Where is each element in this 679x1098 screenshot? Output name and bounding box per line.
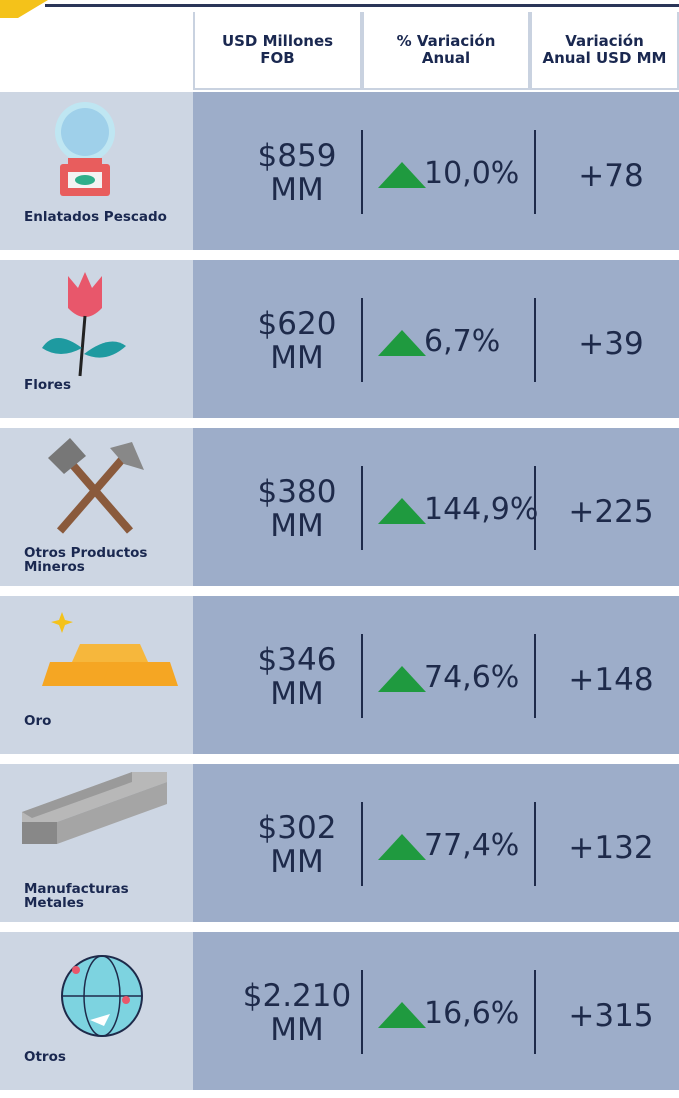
row-label: Enlatados Pescado (24, 209, 167, 225)
row-label: Otros Productos Mineros (24, 545, 148, 575)
value: $859 (257, 138, 337, 174)
variation: 74,6% (424, 660, 520, 695)
row-data-cell (193, 428, 679, 586)
row-icon (40, 436, 150, 540)
variation: 144,9% (424, 492, 539, 527)
change: +315 (568, 998, 654, 1034)
value: $2.210 (242, 978, 352, 1014)
variation: 16,6% (424, 996, 520, 1031)
row-label: Manufacturas Metales (24, 881, 129, 911)
value: $302 (257, 810, 337, 846)
row-icon (40, 268, 130, 382)
value-unit: MM (270, 1012, 324, 1048)
value: $620 (257, 306, 337, 342)
divider (534, 970, 536, 1054)
row-data-cell (193, 92, 679, 250)
value-unit: MM (270, 844, 324, 880)
change: +132 (568, 830, 654, 866)
up-arrow (378, 1002, 426, 1028)
value: $346 (257, 642, 337, 678)
row-icon (40, 940, 150, 1054)
row-icon (40, 604, 180, 698)
up-arrow (378, 330, 426, 356)
row-data-cell (193, 596, 679, 754)
column-header: Variación Anual USD MM (530, 12, 679, 90)
divider (361, 634, 363, 718)
corner-accent (0, 0, 48, 18)
divider (361, 298, 363, 382)
change: +78 (578, 158, 644, 194)
row-label: Flores (24, 377, 71, 393)
value-unit: MM (270, 340, 324, 376)
divider (361, 802, 363, 886)
row-label-cell (0, 428, 193, 586)
value-unit: MM (270, 508, 324, 544)
change: +225 (568, 494, 654, 530)
column-header: % Variación Anual (362, 12, 530, 90)
row-data-cell (193, 764, 679, 922)
row-label: Otros (24, 1049, 66, 1065)
change: +39 (578, 326, 644, 362)
row-icon (22, 772, 192, 856)
divider (534, 802, 536, 886)
divider (361, 130, 363, 214)
up-arrow (378, 666, 426, 692)
row-label: Oro (24, 713, 52, 729)
up-arrow (378, 834, 426, 860)
variation: 77,4% (424, 828, 520, 863)
divider (534, 466, 536, 550)
up-arrow (378, 498, 426, 524)
column-header: USD Millones FOB (193, 12, 362, 90)
divider (534, 634, 536, 718)
value-unit: MM (270, 676, 324, 712)
change: +148 (568, 662, 654, 698)
divider (361, 970, 363, 1054)
row-data-cell (193, 932, 679, 1090)
value: $380 (257, 474, 337, 510)
up-arrow (378, 162, 426, 188)
value-unit: MM (270, 172, 324, 208)
top-rule (45, 4, 679, 7)
row-icon (40, 100, 130, 204)
divider (534, 130, 536, 214)
variation: 6,7% (424, 324, 501, 359)
row-data-cell (193, 260, 679, 418)
divider (361, 466, 363, 550)
divider (534, 298, 536, 382)
variation: 10,0% (424, 156, 520, 191)
